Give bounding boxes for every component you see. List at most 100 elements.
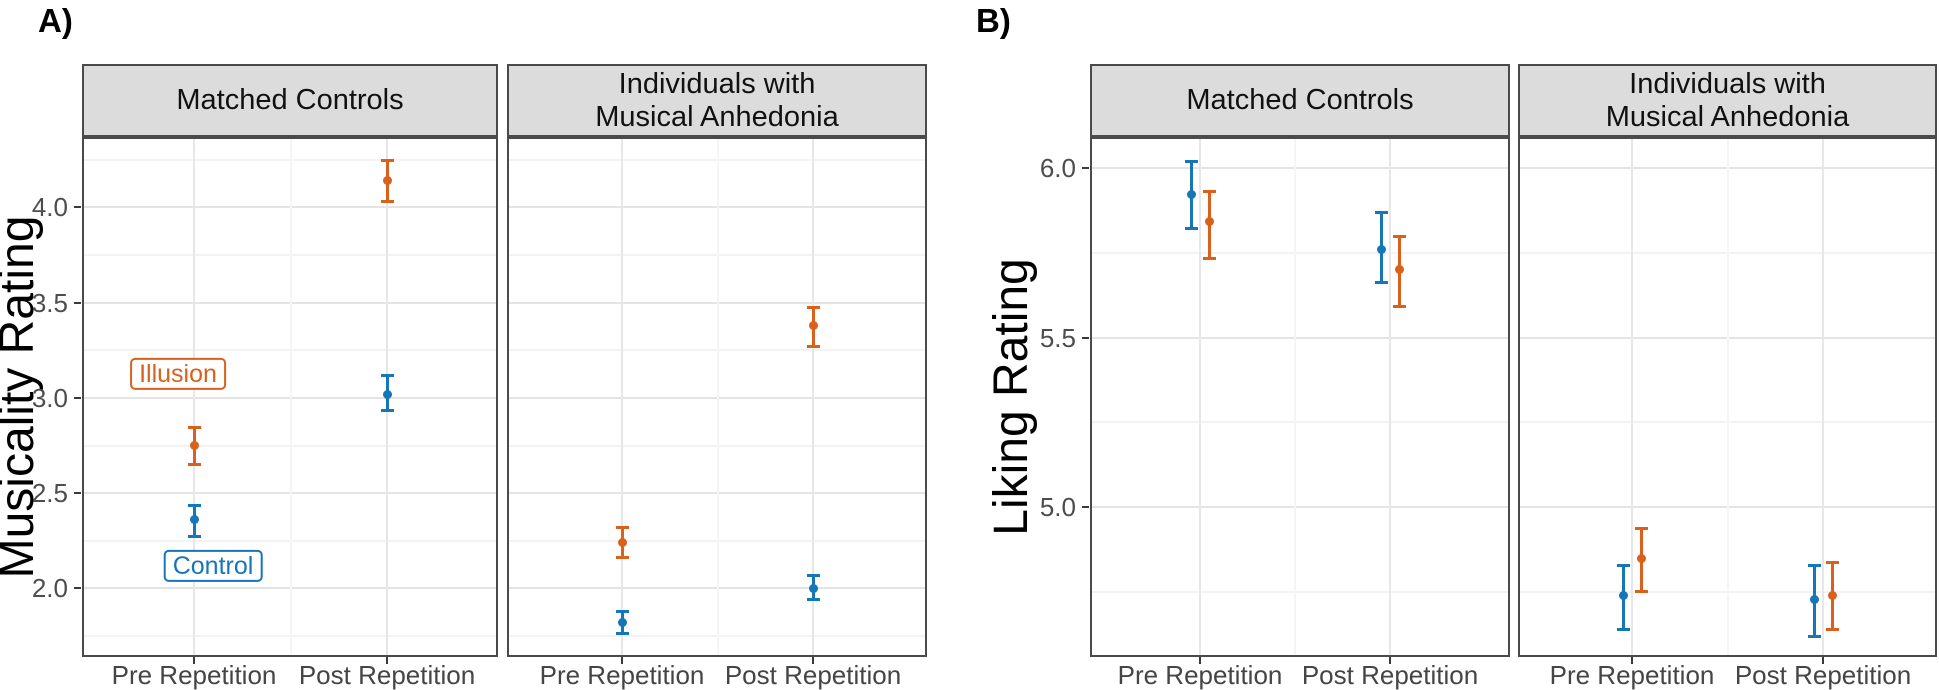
y-tick-mark bbox=[1082, 336, 1089, 339]
pointrange-illusion-post-repetition-cap-top bbox=[1825, 560, 1839, 564]
x-tick-label-pre-repetition: Pre Repetition bbox=[1549, 660, 1715, 690]
pointrange-illusion-post-repetition-dot bbox=[1394, 265, 1404, 275]
y-tick-mark bbox=[1082, 506, 1089, 509]
major-gridline-v bbox=[812, 137, 814, 657]
pointrange-illusion-pre-repetition-dot bbox=[1636, 553, 1646, 563]
x-tick-label-post-repetition: Post Repetition bbox=[1301, 660, 1479, 690]
pointrange-illusion-post-repetition-dot bbox=[808, 321, 818, 331]
x-tick-mark bbox=[621, 657, 623, 664]
plot-area-b-matched-controls bbox=[1090, 137, 1510, 657]
pointrange-illusion-post-repetition-cap-top bbox=[380, 158, 394, 162]
facet-strip-label: Individuals with bbox=[1629, 67, 1826, 100]
pointrange-illusion-post-repetition-dot bbox=[382, 176, 392, 186]
plot-area-a-matched-controls bbox=[82, 137, 498, 657]
pointrange-control-post-repetition-cap-top bbox=[1374, 210, 1388, 214]
x-tick-label-pre-repetition: Pre Repetition bbox=[1117, 660, 1283, 690]
pointrange-control-pre-repetition-cap-top bbox=[1184, 159, 1198, 163]
x-tick-mark bbox=[1199, 657, 1201, 664]
minor-gridline-v bbox=[1726, 137, 1729, 657]
facet-strip-label: Musical Anhedonia bbox=[1605, 100, 1850, 133]
x-tick-label-pre-repetition: Pre Repetition bbox=[539, 660, 705, 690]
pointrange-illusion-pre-repetition-dot bbox=[617, 538, 627, 548]
pointrange-control-pre-repetition-cap-bottom bbox=[615, 632, 629, 636]
pointrange-control-pre-repetition-cap-bottom bbox=[1616, 627, 1630, 631]
pointrange-illusion-pre-repetition-cap-bottom bbox=[187, 462, 201, 466]
minor-gridline-h bbox=[1090, 591, 1510, 594]
x-tick-label-pre-repetition: Pre Repetition bbox=[111, 660, 277, 690]
pointrange-illusion-post-repetition-cap-bottom bbox=[380, 199, 394, 203]
major-gridline-v bbox=[621, 137, 623, 657]
facet-strip-a-matched-controls: Matched Controls bbox=[82, 64, 498, 137]
major-gridline-h bbox=[1090, 336, 1510, 339]
facet-strip-a-musical-anhedonia: Individuals with Musical Anhedonia bbox=[507, 64, 927, 137]
pointrange-control-pre-repetition-dot bbox=[617, 618, 627, 628]
pointrange-illusion-pre-repetition-cap-bottom bbox=[615, 555, 629, 559]
facet-strip-b-musical-anhedonia: Individuals with Musical Anhedonia bbox=[1518, 64, 1937, 137]
pointrange-control-post-repetition-dot bbox=[1376, 244, 1386, 254]
x-tick-label-post-repetition: Post Repetition bbox=[298, 660, 476, 690]
pointrange-control-pre-repetition-cap-top bbox=[187, 503, 201, 507]
pointrange-illusion-post-repetition-cap-top bbox=[806, 305, 820, 309]
pointrange-illusion-pre-repetition-cap-top bbox=[187, 425, 201, 429]
pointrange-control-post-repetition-cap-top bbox=[1807, 564, 1821, 568]
pointrange-illusion-post-repetition-cap-bottom bbox=[806, 344, 820, 348]
pointrange-control-pre-repetition-cap-top bbox=[1616, 564, 1630, 568]
pointrange-control-pre-repetition-dot bbox=[1618, 591, 1628, 601]
y-tick-label: 5.0 bbox=[1039, 492, 1076, 523]
y-tick-label: 6.0 bbox=[1039, 152, 1076, 183]
major-gridline-h bbox=[1090, 506, 1510, 509]
pointrange-illusion-pre-repetition-cap-top bbox=[615, 526, 629, 530]
minor-gridline-h bbox=[1090, 251, 1510, 254]
pointrange-control-post-repetition-cap-bottom bbox=[1807, 634, 1821, 638]
major-gridline-v bbox=[1822, 137, 1824, 657]
pointrange-illusion-post-repetition-cap-top bbox=[1392, 234, 1406, 238]
major-gridline-v bbox=[1199, 137, 1201, 657]
facet-strip-label: Matched Controls bbox=[1186, 84, 1414, 117]
major-gridline-v bbox=[193, 137, 195, 657]
y-tick-label: 2.5 bbox=[31, 478, 68, 509]
x-tick-mark bbox=[193, 657, 195, 664]
minor-gridline-v bbox=[289, 137, 292, 657]
pointrange-control-post-repetition-cap-bottom bbox=[1374, 281, 1388, 285]
facet-strip-label: Musical Anhedonia bbox=[595, 100, 839, 133]
x-tick-mark bbox=[1389, 657, 1391, 664]
pointrange-illusion-pre-repetition-cap-top bbox=[1634, 526, 1648, 530]
pointrange-illusion-pre-repetition-cap-top bbox=[1202, 190, 1216, 194]
facet-strip-label: Individuals with bbox=[618, 67, 816, 100]
pointrange-control-pre-repetition-dot bbox=[1186, 190, 1196, 200]
plot-area-b-musical-anhedonia bbox=[1518, 137, 1937, 657]
pointrange-control-post-repetition-cap-bottom bbox=[380, 409, 394, 413]
control-series-annotation: Control bbox=[163, 549, 263, 583]
minor-gridline-v bbox=[1294, 137, 1296, 657]
x-tick-label-post-repetition: Post Repetition bbox=[724, 660, 902, 690]
x-tick-mark bbox=[812, 657, 814, 664]
pointrange-illusion-pre-repetition-dot bbox=[1204, 217, 1214, 227]
x-tick-label-post-repetition: Post Repetition bbox=[1734, 660, 1912, 690]
pointrange-control-pre-repetition-cap-bottom bbox=[1184, 226, 1198, 230]
y-tick-mark bbox=[74, 587, 81, 590]
pointrange-control-post-repetition-dot bbox=[382, 389, 392, 399]
y-tick-mark bbox=[74, 492, 81, 495]
major-gridline-h bbox=[1090, 166, 1510, 169]
plot-area-a-musical-anhedonia bbox=[507, 137, 927, 657]
pointrange-control-pre-repetition-cap-bottom bbox=[187, 535, 201, 538]
panel-a-label: A) bbox=[38, 2, 73, 39]
y-tick-mark bbox=[74, 301, 81, 304]
pointrange-illusion-pre-repetition-cap-bottom bbox=[1202, 257, 1216, 261]
pointrange-illusion-pre-repetition-cap-bottom bbox=[1634, 590, 1648, 594]
major-gridline-v bbox=[1389, 137, 1391, 657]
pointrange-control-post-repetition-cap-bottom bbox=[806, 597, 820, 601]
pointrange-illusion-post-repetition-cap-bottom bbox=[1825, 627, 1839, 631]
y-tick-label: 2.0 bbox=[31, 573, 68, 604]
illusion-series-annotation: Illusion bbox=[130, 357, 226, 391]
y-tick-label: 3.5 bbox=[31, 287, 68, 318]
x-tick-mark bbox=[386, 657, 388, 664]
x-tick-mark bbox=[1822, 657, 1824, 664]
pointrange-control-post-repetition-cap-top bbox=[380, 374, 394, 378]
pointrange-control-pre-repetition-cap-top bbox=[615, 610, 629, 614]
pointrange-control-pre-repetition-dot bbox=[189, 515, 199, 525]
panel-b-label: B) bbox=[976, 2, 1011, 39]
y-tick-label: 4.0 bbox=[31, 192, 68, 223]
major-gridline-v bbox=[1631, 137, 1633, 657]
